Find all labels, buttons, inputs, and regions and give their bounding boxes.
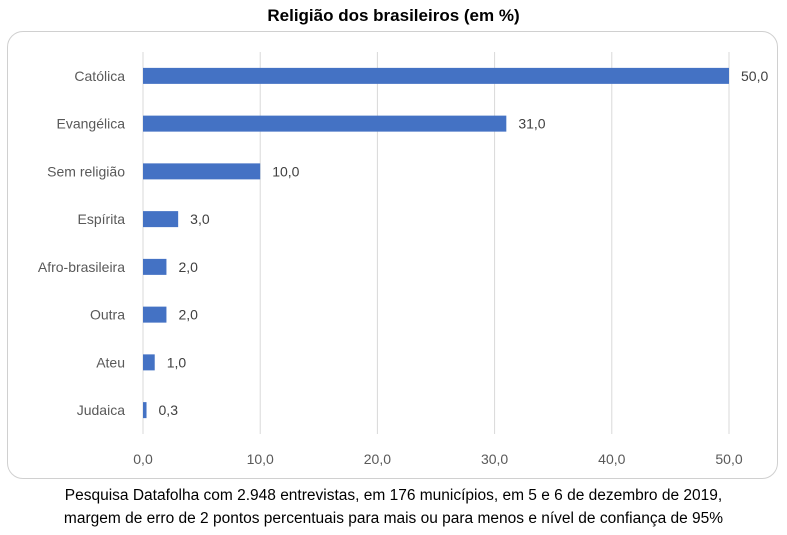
value-label-4: 2,0 — [178, 259, 198, 275]
x-tick-label-4: 40,0 — [598, 451, 625, 467]
category-label-4: Afro-brasileira — [38, 259, 125, 275]
x-tick-label-3: 30,0 — [481, 451, 508, 467]
category-label-5: Outra — [90, 307, 125, 323]
category-label-3: Espírita — [78, 211, 126, 227]
value-label-6: 1,0 — [167, 354, 187, 370]
value-label-5: 2,0 — [178, 307, 198, 323]
bar-7 — [143, 402, 147, 419]
value-label-7: 0,3 — [159, 402, 179, 418]
bar-chart: 0,0 10,0 20,0 30,0 40,0 50,0 Católica 50,0 Evang… — [38, 52, 768, 467]
footnote-line-2: margem de erro de 2 pontos percentuais p… — [63, 510, 724, 527]
bar-0 — [143, 67, 729, 84]
x-tick-label-1: 10,0 — [247, 451, 274, 467]
value-label-0: 50,0 — [741, 68, 768, 84]
bar-6 — [143, 354, 155, 371]
category-label-6: Ateu — [96, 354, 125, 370]
x-tick-label-0: 0,0 — [133, 451, 153, 467]
bar-1 — [143, 115, 507, 132]
category-label-1: Evangélica — [57, 116, 126, 132]
bar-4 — [143, 258, 167, 275]
value-label-3: 3,0 — [190, 211, 210, 227]
category-label-0: Católica — [74, 68, 125, 84]
bar-2 — [143, 163, 261, 180]
category-label-7: Judaica — [77, 402, 125, 418]
category-label-2: Sem religião — [47, 163, 125, 179]
x-tick-label-2: 20,0 — [364, 451, 391, 467]
x-tick-label-5: 50,0 — [715, 451, 742, 467]
chart-footnote: Pesquisa Datafolha com 2.948 entrevistas… — [0, 484, 787, 530]
bar-5 — [143, 306, 167, 323]
chart-frame — [7, 31, 778, 479]
footnote-line-1: Pesquisa Datafolha com 2.948 entrevistas… — [64, 487, 723, 504]
bar-3 — [143, 211, 179, 228]
chart-title: Religião dos brasileiros (em %) — [267, 6, 520, 25]
value-label-2: 10,0 — [272, 163, 299, 179]
value-label-1: 31,0 — [518, 116, 545, 132]
